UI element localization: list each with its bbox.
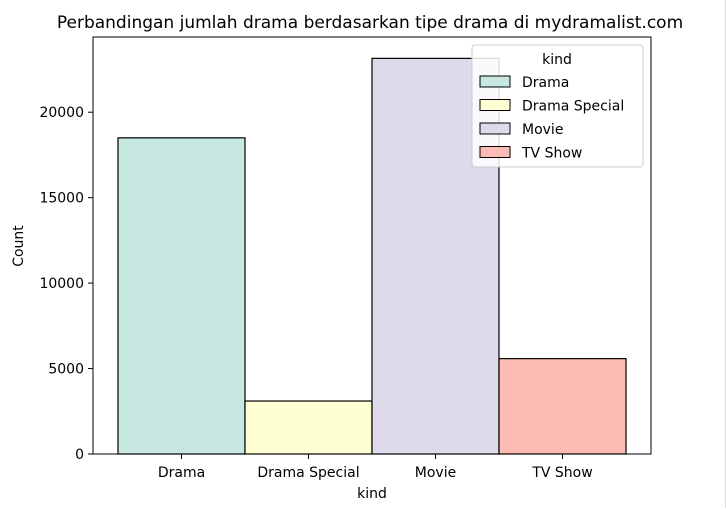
legend-swatch bbox=[479, 75, 511, 88]
y-axis-ticks: 0 5000 10000 15000 20000 bbox=[39, 105, 93, 463]
legend-swatch bbox=[479, 99, 511, 111]
x-tick-label: Movie bbox=[415, 465, 456, 481]
y-tick-label: 0 bbox=[75, 447, 84, 463]
y-tick-label: 20000 bbox=[39, 105, 84, 121]
x-tick-label: TV Show bbox=[531, 465, 592, 481]
legend-label: Drama Special bbox=[522, 99, 624, 115]
y-tick-label: 15000 bbox=[39, 191, 84, 207]
bar-tv-show bbox=[498, 358, 627, 455]
legend-label: TV Show bbox=[521, 146, 582, 162]
plot-frame bbox=[92, 36, 652, 455]
legend-swatch bbox=[479, 146, 511, 158]
x-axis-label: kind bbox=[357, 486, 387, 502]
bars-group bbox=[117, 57, 627, 455]
legend-title: kind bbox=[542, 52, 572, 68]
y-axis-label: Count bbox=[11, 225, 27, 267]
legend-label: Drama bbox=[522, 75, 569, 91]
legend-label: Movie bbox=[522, 122, 563, 138]
legend-box bbox=[471, 44, 644, 168]
y-tick-label: 10000 bbox=[39, 276, 84, 292]
x-tick-label: Drama Special bbox=[257, 465, 359, 481]
x-tick-label: Drama bbox=[158, 465, 205, 481]
legend-items: Drama Drama Special Movie TV Show bbox=[479, 75, 624, 162]
chart-title: Perbandingan jumlah drama berdasarkan ti… bbox=[57, 13, 683, 33]
y-tick-label: 5000 bbox=[48, 362, 84, 378]
x-axis-ticks: Drama Drama Special Movie TV Show bbox=[158, 454, 593, 481]
legend-swatch bbox=[479, 122, 511, 135]
bar-drama bbox=[117, 137, 246, 455]
bar-drama-special bbox=[244, 400, 373, 455]
legend: kind Drama Drama Special Movie TV Show bbox=[471, 44, 644, 168]
